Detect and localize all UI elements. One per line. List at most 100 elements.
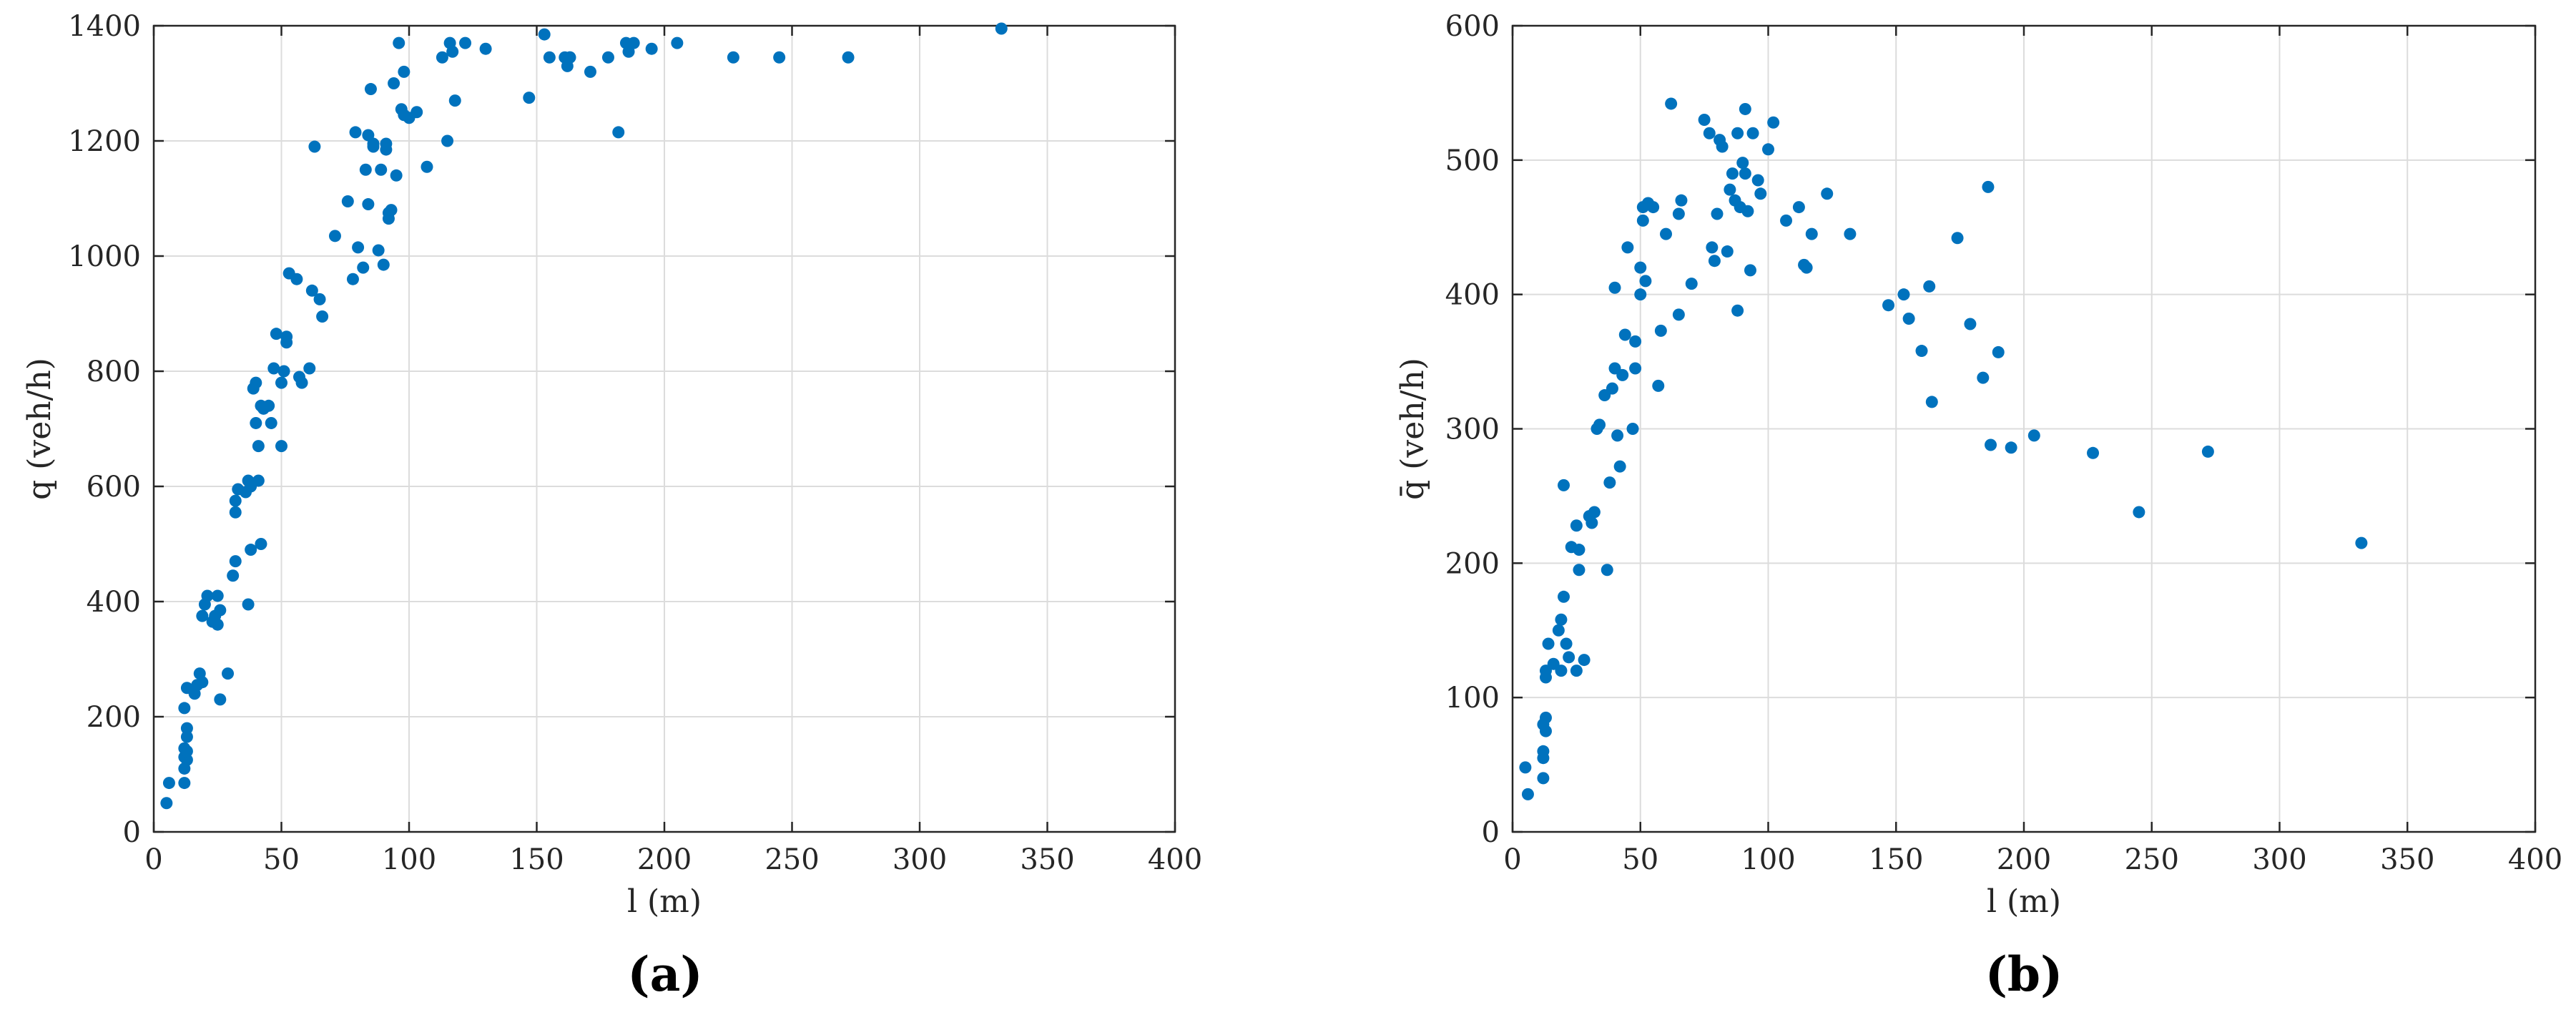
data-point [290,273,303,285]
x-tick-label: 250 [2125,843,2179,876]
data-point [1923,280,1936,293]
y-tick-label: 400 [1445,279,1500,312]
data-point [198,598,211,611]
x-tick-label: 50 [1622,843,1658,876]
data-point [459,36,472,49]
data-point [180,730,193,743]
data-point [1902,312,1915,325]
data-point [262,399,275,412]
data-point [349,126,362,139]
data-point [1672,308,1685,321]
y-axis-label: q̄ (veh/h) [1395,358,1431,500]
data-point [265,416,277,429]
data-point [267,362,280,375]
y-tick-label: 200 [87,701,141,734]
data-point [1897,288,1910,301]
data-point [1739,167,1751,180]
data-point [1744,264,1756,277]
y-tick-label: 800 [87,356,141,388]
data-point [1555,613,1568,626]
x-tick-label: 0 [144,843,162,876]
data-point [277,365,290,378]
data-point [842,51,855,64]
data-point [671,36,684,49]
data-point [180,722,193,735]
data-point [229,555,242,568]
data-point [773,51,786,64]
data-point [1629,362,1642,375]
data-point [1542,637,1555,650]
data-point [1915,345,1928,358]
y-tick-label: 0 [123,816,141,849]
data-point [1805,227,1818,240]
data-point [1552,624,1565,637]
data-point [479,42,492,55]
data-point [1982,180,1995,193]
x-tick-label: 200 [637,843,692,876]
data-point [2133,506,2145,519]
scatter-panel-b: 0 50 100 150 200 250 300 350 400 0 100 200 300 400 500… [1395,10,2562,1002]
data-point [448,94,461,107]
data-point [1821,187,1834,200]
data-point [1736,157,1749,170]
data-point [1618,328,1631,341]
data-point [280,336,293,349]
data-point [538,28,551,41]
data-point [385,204,398,217]
data-point [446,45,459,58]
data-point [1606,382,1618,395]
data-point [601,51,614,64]
data-point [229,506,242,519]
data-point [328,230,341,242]
data-point [1780,214,1793,227]
data-point [1611,429,1624,442]
data-point [1639,275,1652,288]
y-tick-label: 1400 [68,10,141,43]
data-point [1570,519,1583,532]
data-point [1578,654,1591,667]
x-tick-label: 100 [1741,843,1795,876]
y-tick-label: 500 [1445,144,1500,177]
data-point [393,36,405,49]
data-point [1754,187,1767,200]
data-point [372,244,385,257]
data-point [245,544,257,556]
data-point [250,376,262,389]
data-point [367,137,380,150]
data-point [196,609,209,622]
data-point [255,538,267,550]
data-point [421,160,433,173]
data-point [1746,127,1759,139]
data-point [295,376,308,389]
data-point [1647,201,1660,214]
data-point [313,293,326,305]
data-point [1608,281,1621,294]
data-point [1613,460,1626,473]
data-point [352,241,365,254]
x-tick-label: 150 [509,843,564,876]
data-point [1593,418,1606,431]
data-point [270,328,282,340]
data-point [1706,241,1719,254]
data-point [1586,516,1598,529]
data-point [359,163,372,176]
data-point [214,604,227,617]
data-point [1621,241,1634,254]
data-point [1711,207,1724,220]
data-point [275,440,287,453]
data-point [645,42,658,55]
data-point [411,106,423,119]
data-point [584,65,596,78]
data-point [1672,207,1685,220]
data-point [543,51,556,64]
data-point [1708,255,1721,268]
data-point [193,667,206,680]
data-point [178,777,191,790]
data-point [377,258,390,271]
data-point [2087,446,2100,459]
x-tick-label: 400 [1148,843,1202,876]
data-point [2355,536,2368,549]
data-point [1665,97,1678,110]
data-point [316,310,329,323]
